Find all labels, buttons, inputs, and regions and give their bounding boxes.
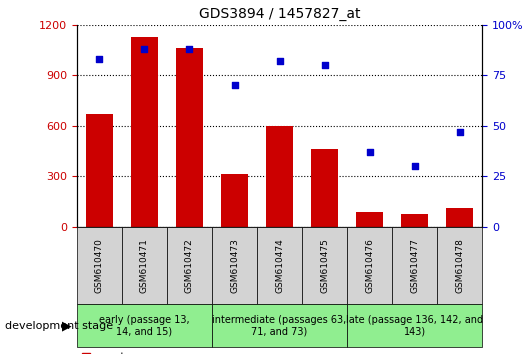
Text: development stage: development stage bbox=[5, 321, 113, 331]
Bar bbox=[122, 227, 167, 304]
Bar bbox=[176, 48, 203, 227]
Bar bbox=[311, 149, 338, 227]
Legend: count, percentile rank within the sample: count, percentile rank within the sample bbox=[82, 352, 271, 354]
Text: early (passage 13,
14, and 15): early (passage 13, 14, and 15) bbox=[99, 315, 190, 337]
Bar bbox=[392, 227, 437, 304]
Bar bbox=[356, 212, 383, 227]
Text: GSM610470: GSM610470 bbox=[95, 238, 104, 293]
Bar bbox=[257, 227, 302, 304]
Bar bbox=[86, 114, 113, 227]
Bar bbox=[131, 36, 158, 227]
Text: GSM610473: GSM610473 bbox=[230, 238, 239, 293]
Text: ▶: ▶ bbox=[62, 319, 72, 332]
Text: intermediate (passages 63,
71, and 73): intermediate (passages 63, 71, and 73) bbox=[213, 315, 347, 337]
Point bbox=[276, 58, 284, 64]
Point bbox=[95, 56, 104, 62]
Text: GSM610477: GSM610477 bbox=[410, 238, 419, 293]
Point bbox=[186, 46, 194, 52]
Bar bbox=[401, 214, 428, 227]
Bar bbox=[212, 304, 347, 347]
Bar bbox=[446, 208, 473, 227]
Text: GSM610476: GSM610476 bbox=[365, 238, 374, 293]
Bar bbox=[77, 304, 212, 347]
Point bbox=[411, 163, 419, 169]
Point bbox=[366, 149, 374, 155]
Bar bbox=[212, 227, 257, 304]
Text: GSM610478: GSM610478 bbox=[455, 238, 464, 293]
Point bbox=[140, 46, 148, 52]
Bar bbox=[302, 227, 347, 304]
Point bbox=[320, 62, 329, 68]
Point bbox=[456, 129, 464, 135]
Text: GSM610471: GSM610471 bbox=[140, 238, 149, 293]
Bar bbox=[221, 175, 248, 227]
Text: late (passage 136, 142, and
143): late (passage 136, 142, and 143) bbox=[346, 315, 483, 337]
Text: GSM610474: GSM610474 bbox=[275, 238, 284, 293]
Title: GDS3894 / 1457827_at: GDS3894 / 1457827_at bbox=[199, 7, 360, 21]
Text: GSM610475: GSM610475 bbox=[320, 238, 329, 293]
Text: GSM610472: GSM610472 bbox=[185, 238, 194, 293]
Point bbox=[230, 82, 239, 88]
Bar bbox=[347, 304, 482, 347]
Bar bbox=[347, 227, 392, 304]
Bar bbox=[437, 227, 482, 304]
Bar bbox=[77, 227, 122, 304]
Bar bbox=[167, 227, 212, 304]
Bar bbox=[266, 126, 293, 227]
